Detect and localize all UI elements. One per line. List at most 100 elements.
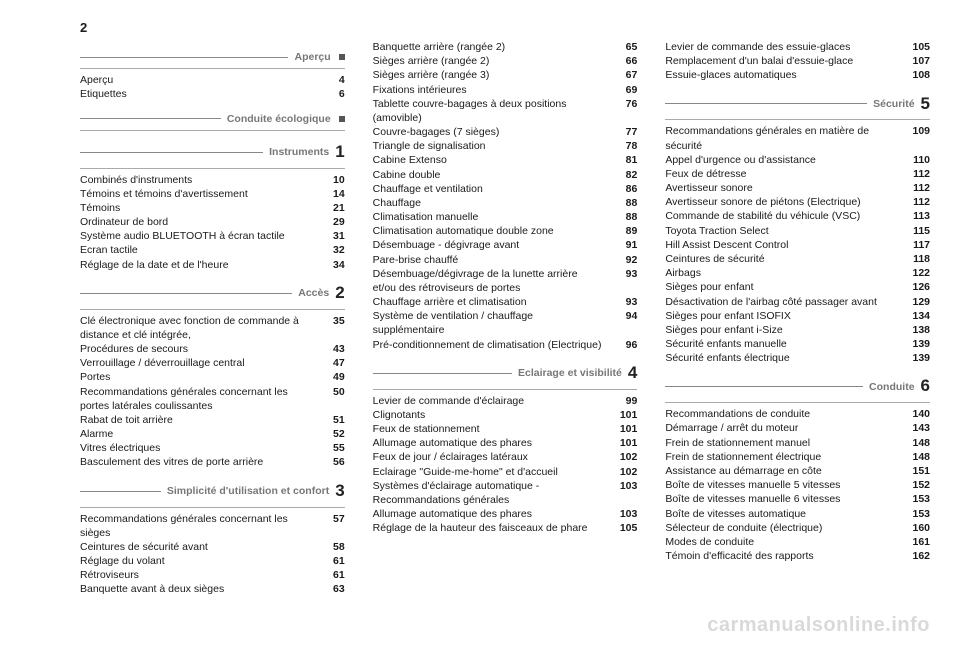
toc-row: Eclairage "Guide-me-home" et d'accueil10…	[373, 465, 638, 479]
toc-row: Rétroviseurs61	[80, 568, 345, 582]
section-title: Aperçu	[294, 50, 330, 64]
toc-page: 6	[319, 87, 345, 101]
toc-page: 43	[319, 342, 345, 356]
toc-page: 148	[904, 436, 930, 450]
toc-row: Triangle de signalisation78	[373, 139, 638, 153]
toc-row: Commande de stabilité du véhicule (VSC)1…	[665, 209, 930, 223]
toc-row: Essuie-glaces automatiques108	[665, 68, 930, 82]
section-bottom-rule	[80, 68, 345, 69]
section-number: 4	[628, 362, 637, 385]
toc-label: Témoins et témoins d'avertissement	[80, 187, 319, 201]
section-header: Instruments1	[80, 141, 345, 164]
toc-page: 112	[904, 167, 930, 181]
toc-page: 63	[319, 582, 345, 596]
toc-row: Désembuage - dégivrage avant91	[373, 238, 638, 252]
section-title: Conduite écologique	[227, 112, 331, 126]
toc-row: Boîte de vitesses automatique153	[665, 507, 930, 521]
section-rule	[665, 103, 867, 104]
toc-page: 4	[319, 73, 345, 87]
toc-page: 61	[319, 568, 345, 582]
toc-row: Recommandations générales concernant les…	[80, 385, 345, 413]
toc-page: 102	[611, 465, 637, 479]
column-3: Levier de commande des essuie-glaces105R…	[665, 40, 930, 597]
toc-page: 57	[319, 512, 345, 526]
toc-label: Portes	[80, 370, 319, 384]
toc-page: 56	[319, 455, 345, 469]
toc-page: 35	[319, 314, 345, 328]
toc-label: Systèmes d'éclairage automatique - Recom…	[373, 479, 612, 507]
toc-label: Sièges arrière (rangée 3)	[373, 68, 612, 82]
toc-page: 29	[319, 215, 345, 229]
toc-row: Sièges pour enfant i-Size138	[665, 323, 930, 337]
toc-row: Sièges pour enfant ISOFIX134	[665, 309, 930, 323]
toc-label: Levier de commande des essuie-glaces	[665, 40, 904, 54]
section-rule	[80, 491, 161, 492]
toc-row: Désembuage/dégivrage de la lunette arriè…	[373, 267, 638, 295]
section-header: Sécurité5	[665, 93, 930, 116]
toc-label: Banquette arrière (rangée 2)	[373, 40, 612, 54]
toc-row: Tablette couvre-bagages à deux positions…	[373, 97, 638, 125]
toc-row: Sièges pour enfant126	[665, 280, 930, 294]
toc-page: 108	[904, 68, 930, 82]
toc-row: Etiquettes6	[80, 87, 345, 101]
toc-page: 160	[904, 521, 930, 535]
toc-label: Clignotants	[373, 408, 612, 422]
toc-page: 92	[611, 253, 637, 267]
toc-page: 93	[611, 295, 637, 309]
section-title: Conduite	[869, 380, 915, 394]
toc-row: Couvre-bagages (7 sièges)77	[373, 125, 638, 139]
toc-page: 151	[904, 464, 930, 478]
toc-row: Systèmes d'éclairage automatique - Recom…	[373, 479, 638, 507]
toc-label: Triangle de signalisation	[373, 139, 612, 153]
toc-label: Sécurité enfants manuelle	[665, 337, 904, 351]
toc-page: 51	[319, 413, 345, 427]
toc-page: 49	[319, 370, 345, 384]
toc-row: Assistance au démarrage en côte151	[665, 464, 930, 478]
section-bottom-rule	[373, 389, 638, 390]
toc-row: Témoins21	[80, 201, 345, 215]
toc-label: Démarrage / arrêt du moteur	[665, 421, 904, 435]
toc-label: Désactivation de l'airbag côté passager …	[665, 295, 904, 309]
toc-row: Avertisseur sonore de piétons (Electriqu…	[665, 195, 930, 209]
toc-row: Sièges arrière (rangée 3)67	[373, 68, 638, 82]
toc-label: Réglage de la hauteur des faisceaux de p…	[373, 521, 612, 535]
toc-label: Alarme	[80, 427, 319, 441]
toc-row: Banquette avant à deux sièges63	[80, 582, 345, 596]
toc-page: 76	[611, 97, 637, 111]
toc-row: Modes de conduite161	[665, 535, 930, 549]
toc-label: Pré-conditionnement de climatisation (El…	[373, 338, 612, 352]
toc-row: Ordinateur de bord29	[80, 215, 345, 229]
section-number: 2	[335, 282, 344, 305]
toc-page: 31	[319, 229, 345, 243]
column-1: AperçuAperçu4Etiquettes6Conduite écologi…	[80, 40, 345, 597]
toc-label: Boîte de vitesses automatique	[665, 507, 904, 521]
page: 2 AperçuAperçu4Etiquettes6Conduite écolo…	[0, 0, 960, 649]
watermark: carmanualsonline.info	[707, 614, 930, 637]
toc-page: 101	[611, 422, 637, 436]
toc-label: Boîte de vitesses manuelle 5 vitesses	[665, 478, 904, 492]
toc-row: Chauffage arrière et climatisation93	[373, 295, 638, 309]
toc-row: Alarme52	[80, 427, 345, 441]
toc-label: Allumage automatique des phares	[373, 507, 612, 521]
toc-label: Sièges pour enfant	[665, 280, 904, 294]
section-header: Aperçu	[80, 50, 345, 64]
section-bottom-rule	[80, 507, 345, 508]
toc-row: Vitres électriques55	[80, 441, 345, 455]
section-header: Conduite écologique	[80, 112, 345, 126]
toc-row: Ecran tactile32	[80, 243, 345, 257]
section-number: 1	[335, 141, 344, 164]
toc-label: Témoin d'efficacité des rapports	[665, 549, 904, 563]
toc-label: Eclairage "Guide-me-home" et d'accueil	[373, 465, 612, 479]
toc-row: Frein de stationnement électrique148	[665, 450, 930, 464]
toc-page: 58	[319, 540, 345, 554]
toc-page: 118	[904, 252, 930, 266]
toc-page: 47	[319, 356, 345, 370]
toc-label: Climatisation manuelle	[373, 210, 612, 224]
toc-page: 52	[319, 427, 345, 441]
toc-label: Ecran tactile	[80, 243, 319, 257]
toc-row: Feux de jour / éclairages latéraux102	[373, 450, 638, 464]
toc-label: Assistance au démarrage en côte	[665, 464, 904, 478]
toc-label: Fixations intérieures	[373, 83, 612, 97]
section-square-icon	[339, 116, 345, 122]
toc-row: Toyota Traction Select115	[665, 224, 930, 238]
